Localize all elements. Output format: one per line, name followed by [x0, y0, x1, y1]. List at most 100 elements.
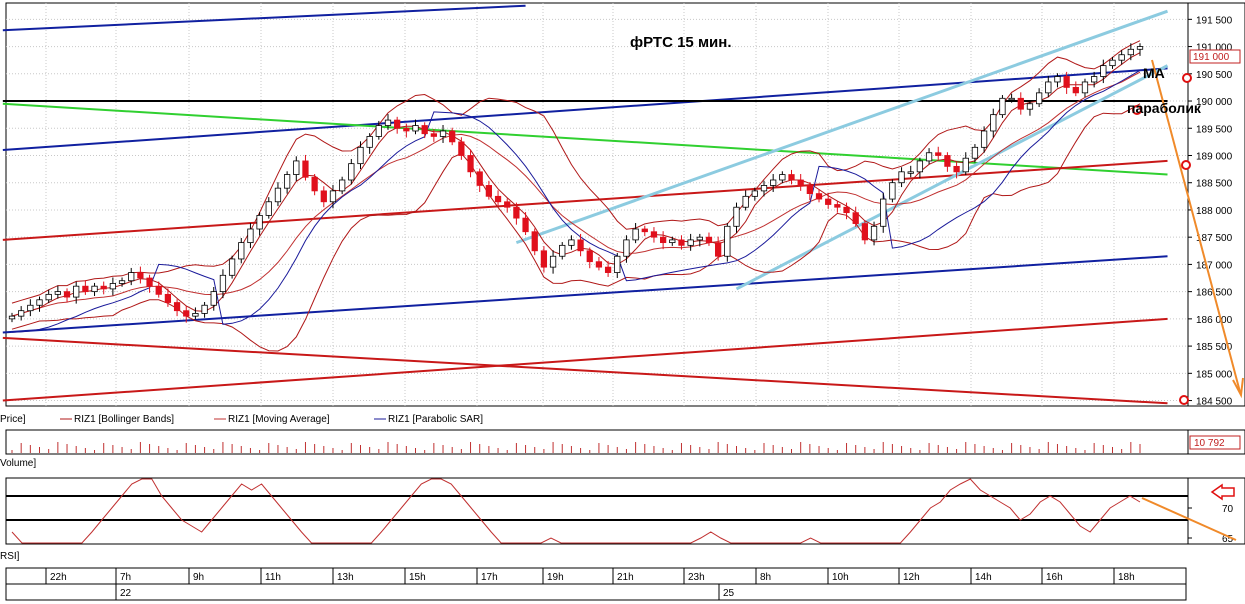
candle-body — [73, 285, 80, 298]
price-tick-label: 190 000 — [1196, 97, 1233, 108]
volume-panel-label: Volume] — [0, 458, 36, 469]
candle-body — [632, 228, 639, 241]
upper-channel-line — [2, 4, 526, 32]
candle-body — [513, 206, 520, 219]
candle-body — [595, 261, 603, 268]
ma-annotation: МА — [1143, 65, 1165, 81]
price-tick-label: 189 000 — [1196, 151, 1233, 162]
green-trendline — [2, 102, 1168, 176]
candle-body — [999, 97, 1006, 116]
candle-body — [283, 174, 291, 189]
candle-body — [705, 236, 713, 244]
price-tick-label: 187 000 — [1196, 260, 1233, 271]
candle-body — [348, 163, 355, 181]
candle-body — [18, 310, 25, 317]
candle-body — [45, 293, 52, 301]
candle-body — [889, 182, 896, 200]
time-label: 17h — [481, 572, 498, 583]
candle-body — [779, 174, 786, 181]
price-tick-label: 188 000 — [1196, 206, 1233, 217]
candle-body — [1017, 97, 1024, 110]
time-label: 9h — [193, 572, 204, 583]
price-panel-label: Price] — [0, 414, 26, 425]
price-tick-label: 185 500 — [1196, 342, 1233, 353]
candle-body — [485, 185, 493, 197]
candle-body — [825, 198, 832, 205]
candle-body — [1109, 59, 1116, 67]
candle-body — [770, 179, 777, 186]
candle-body — [146, 277, 153, 287]
candle-body — [82, 285, 89, 293]
current-price-label: 191 000 — [1193, 52, 1230, 63]
candle-body — [696, 236, 703, 241]
candle-body — [614, 255, 621, 273]
candle-body — [623, 239, 630, 257]
current-price-box — [1189, 49, 1241, 64]
day-label: 22 — [120, 588, 132, 599]
candle-body — [669, 239, 676, 244]
rsi-panel-label: RSI] — [0, 551, 20, 562]
overlay-lines — [1132, 59, 1244, 405]
candle-body — [1008, 97, 1015, 101]
candle-body — [678, 239, 685, 246]
candles — [8, 43, 1144, 323]
candle-body — [504, 201, 511, 208]
candle-body — [357, 146, 364, 165]
volume-value-box — [1189, 435, 1241, 450]
candle-body — [375, 125, 382, 137]
candle-body — [1035, 92, 1043, 105]
candle-body — [109, 283, 117, 290]
candle-body — [173, 302, 181, 312]
candle-body — [907, 171, 914, 174]
candle-body — [164, 293, 172, 303]
candle-body — [806, 185, 813, 195]
candle-body — [36, 299, 43, 306]
candle-body — [1026, 103, 1034, 110]
candle-body — [1072, 87, 1079, 94]
candle-body — [449, 130, 456, 143]
price-tick-label: 187 500 — [1196, 233, 1233, 244]
candle-body — [1091, 76, 1098, 83]
indicators — [11, 40, 1141, 352]
candle-body — [549, 255, 557, 268]
chart-title: фРТС 15 мин. — [630, 34, 732, 51]
red-lower-line — [2, 336, 1168, 405]
time-label: 15h — [409, 572, 426, 583]
candle-body — [980, 130, 988, 148]
price-legend: Price] RIZ1 [Bollinger Bands] RIZ1 [Movi… — [0, 414, 483, 425]
time-label: 12h — [903, 572, 920, 583]
candle-body — [788, 174, 795, 181]
time-label: 23h — [688, 572, 705, 583]
candle-body — [925, 152, 933, 162]
candle-body — [293, 160, 300, 175]
candle-body — [870, 225, 878, 241]
parabolic-sar — [11, 69, 1141, 333]
rsi-axis-area — [1187, 477, 1245, 545]
price-marker — [1179, 395, 1189, 405]
rsi-panel: 70 65 RSI] — [0, 477, 1245, 562]
candle-body — [210, 291, 217, 306]
candle-body — [1054, 76, 1061, 83]
candle-body — [687, 239, 694, 246]
time-label: 14h — [975, 572, 992, 583]
candle-body — [91, 285, 98, 293]
red-lower-rising-line — [2, 317, 1168, 402]
candle-body — [155, 285, 162, 295]
candle-body — [659, 236, 667, 244]
candle-body — [54, 291, 61, 295]
time-label: 13h — [337, 572, 354, 583]
candle-body — [586, 250, 593, 263]
price-marker — [1181, 160, 1191, 170]
candle-body — [320, 190, 327, 203]
candle-body — [797, 179, 804, 186]
candle-body — [201, 304, 208, 314]
candle-body — [238, 242, 245, 260]
candle-body — [274, 187, 282, 203]
candle-body — [604, 266, 612, 273]
volume-panel-frame — [5, 429, 1189, 455]
candle-body — [760, 185, 768, 192]
volume-panel: 10 792 Volume] — [0, 429, 1245, 469]
candle-body — [971, 146, 979, 159]
rsi-tick-label: 70 — [1222, 504, 1234, 515]
